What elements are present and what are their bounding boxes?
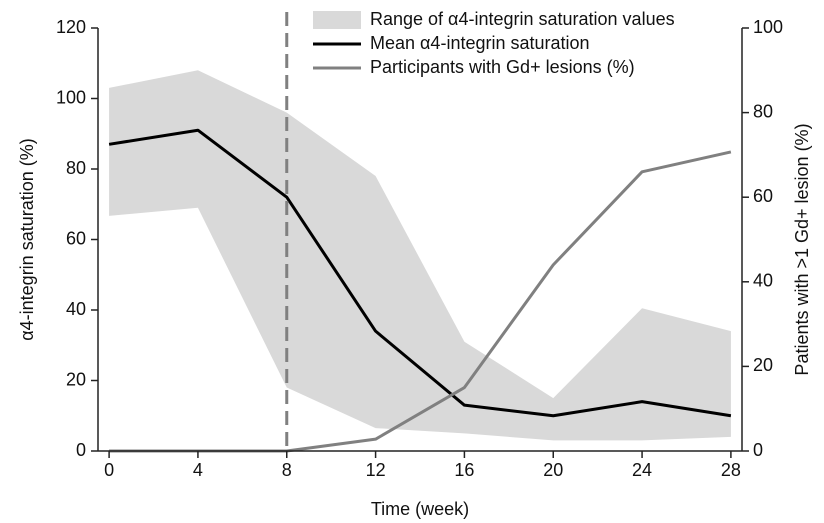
x-axis-title: Time (week): [371, 499, 469, 519]
y-axis-title: α4-integrin saturation (%): [17, 138, 37, 341]
y-tick-label: 80: [66, 158, 86, 178]
x-tick-label: 24: [632, 460, 652, 480]
y2-tick-label: 40: [753, 271, 773, 291]
legend-label: Range of α4-integrin saturation values: [370, 9, 675, 29]
x-tick-label: 8: [282, 460, 292, 480]
y2-tick-label: 20: [753, 355, 773, 375]
x-tick-label: 0: [104, 460, 114, 480]
y-tick-label: 40: [66, 299, 86, 319]
y2-tick-label: 60: [753, 186, 773, 206]
y-tick-label: 100: [56, 87, 86, 107]
y2-tick-label: 0: [753, 440, 763, 460]
legend-label: Participants with Gd+ lesions (%): [370, 57, 635, 77]
y2-axis-title: Patients with >1 Gd+ lesion (%): [792, 123, 812, 375]
x-tick-label: 4: [193, 460, 203, 480]
y2-tick-label: 100: [753, 17, 783, 37]
x-tick-label: 16: [454, 460, 474, 480]
y2-tick-label: 80: [753, 101, 773, 121]
x-tick-label: 28: [721, 460, 741, 480]
series-line: [108, 128, 732, 418]
x-tick-label: 20: [543, 460, 563, 480]
range-area: [109, 70, 731, 441]
x-tick-label: 12: [366, 460, 386, 480]
y-tick-label: 120: [56, 17, 86, 37]
legend-label: Mean α4-integrin saturation: [370, 33, 590, 53]
y-tick-label: 60: [66, 228, 86, 248]
legend-swatch: [313, 11, 361, 29]
y-tick-label: 0: [76, 440, 86, 460]
y-tick-label: 20: [66, 369, 86, 389]
